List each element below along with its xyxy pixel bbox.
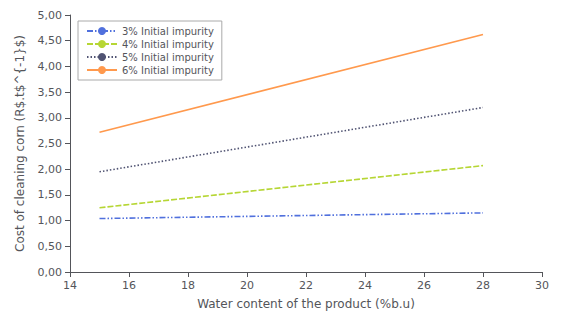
svg-text:22: 22: [299, 279, 313, 292]
svg-text:5% Initial impurity: 5% Initial impurity: [122, 52, 214, 63]
svg-text:30: 30: [535, 279, 549, 292]
svg-text:5,00: 5,00: [38, 9, 63, 22]
svg-text:Water content of the product (: Water content of the product (%b.u): [197, 297, 415, 311]
svg-text:3% Initial impurity: 3% Initial impurity: [122, 26, 214, 37]
svg-text:Cost of cleaning corn (R$.t$^{: Cost of cleaning corn (R$.t$^{-1}$): [13, 35, 27, 252]
svg-text:3,50: 3,50: [38, 86, 63, 99]
svg-text:18: 18: [181, 279, 195, 292]
svg-text:28: 28: [476, 279, 490, 292]
svg-text:2,50: 2,50: [38, 137, 63, 150]
svg-text:3,00: 3,00: [38, 111, 63, 124]
svg-text:1,00: 1,00: [38, 214, 63, 227]
svg-text:6% Initial impurity: 6% Initial impurity: [122, 65, 214, 76]
svg-text:4% Initial impurity: 4% Initial impurity: [122, 39, 214, 50]
svg-text:0,50: 0,50: [38, 240, 63, 253]
svg-text:4,50: 4,50: [38, 34, 63, 47]
svg-text:0,00: 0,00: [38, 266, 63, 279]
svg-text:24: 24: [358, 279, 372, 292]
svg-text:4,00: 4,00: [38, 60, 63, 73]
svg-text:20: 20: [240, 279, 254, 292]
svg-text:2,00: 2,00: [38, 163, 63, 176]
svg-text:1,50: 1,50: [38, 188, 63, 201]
svg-text:26: 26: [417, 279, 431, 292]
svg-text:14: 14: [63, 279, 77, 292]
svg-text:16: 16: [122, 279, 136, 292]
